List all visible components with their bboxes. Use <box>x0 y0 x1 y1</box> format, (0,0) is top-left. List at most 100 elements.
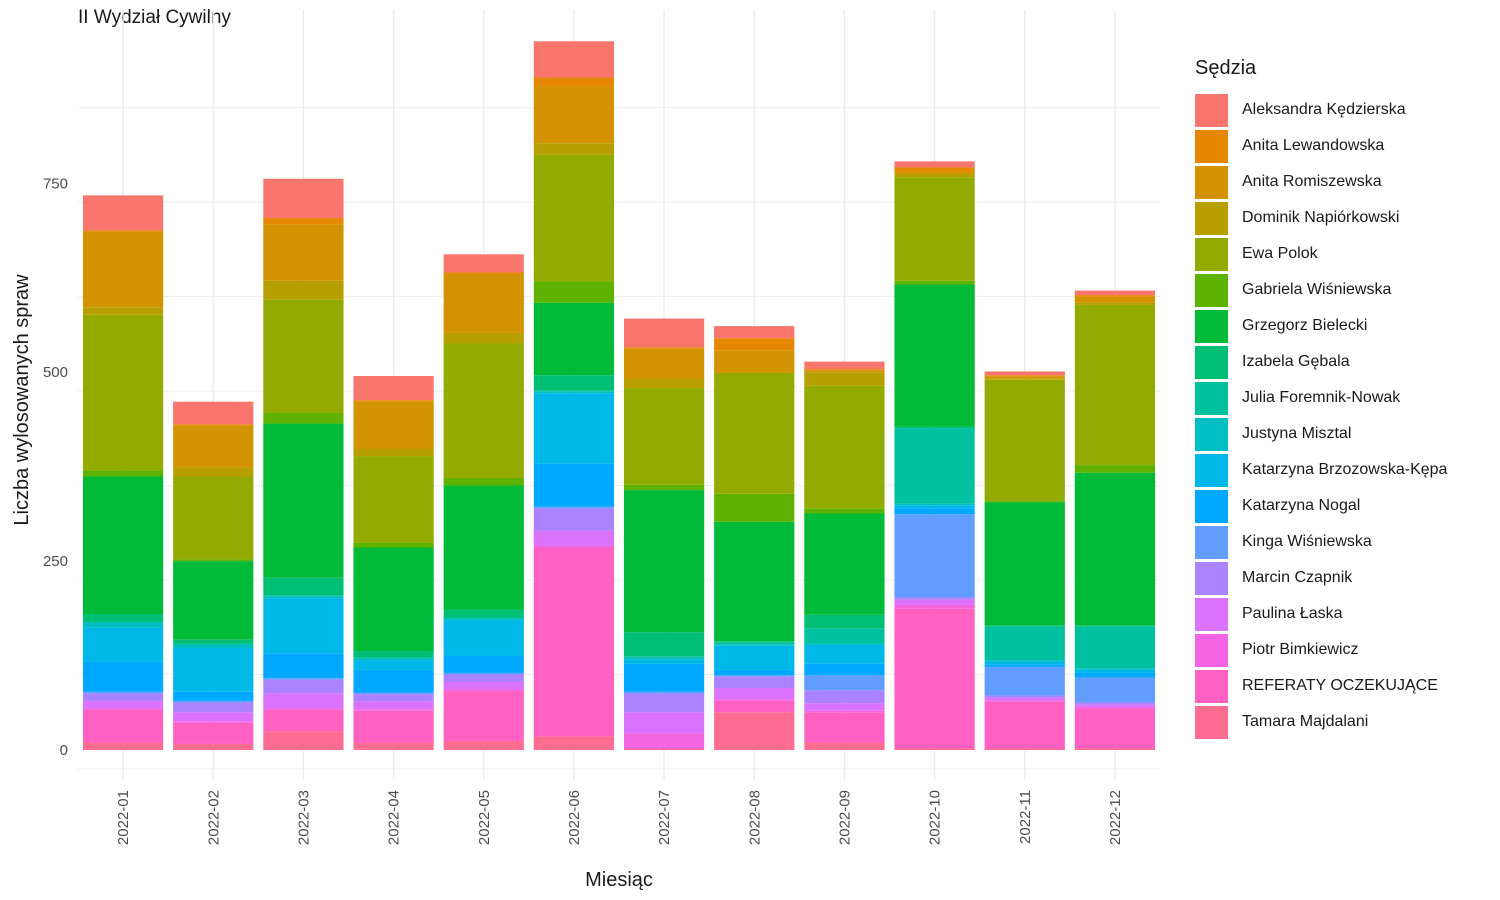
bar-segment <box>353 710 434 743</box>
bar-segment <box>443 691 524 741</box>
legend-item: Izabela Gębala <box>1195 344 1447 380</box>
bar-segment <box>984 700 1065 702</box>
legend-item: Gabriela Wiśniewska <box>1195 272 1447 308</box>
bar-segment <box>894 428 975 504</box>
bar-segment <box>82 470 164 477</box>
bar-segment <box>984 376 1065 379</box>
bar-segment <box>353 701 434 710</box>
y-axis-title: Liczba wylosowanych spraw <box>11 274 33 526</box>
legend-label: Marcin Czapnik <box>1242 569 1353 586</box>
bar-segment <box>894 280 975 285</box>
bar-segment <box>173 700 254 703</box>
bar-segment <box>353 542 434 548</box>
bar-segment <box>894 161 975 168</box>
bar-segment <box>533 86 615 144</box>
bar-segment <box>894 167 975 172</box>
legend-swatch <box>1195 705 1228 739</box>
bar-segment <box>443 689 524 692</box>
bar-segment <box>263 224 344 281</box>
bar-segment <box>533 530 615 546</box>
bar-segment <box>263 596 344 599</box>
bar-segment <box>533 391 615 394</box>
legend-label: Piotr Bimkiewicz <box>1242 641 1359 658</box>
bar-segment <box>714 372 795 494</box>
bar-segment <box>623 657 705 660</box>
bar-segment <box>173 559 254 562</box>
legend-item: Justyna Misztal <box>1195 416 1447 452</box>
bar-segment <box>263 595 344 597</box>
legend-item: Aleksandra Kędzierska <box>1195 92 1447 128</box>
legend-item: Anita Lewandowska <box>1195 128 1447 164</box>
bar-segment <box>263 708 344 710</box>
legend-label: Grzegorz Bielecki <box>1242 317 1368 334</box>
bar-segment <box>82 742 164 750</box>
bar-segment <box>804 690 885 704</box>
bar-segment <box>443 620 524 656</box>
bar-segment <box>173 401 254 425</box>
x-tick-label: 2022-03 <box>295 790 312 845</box>
bar-segment <box>984 371 1065 376</box>
x-tick-label: 2022-09 <box>836 790 853 845</box>
bar-segment <box>984 375 1065 377</box>
bar-segment <box>353 660 434 670</box>
bar-segment <box>984 664 1065 667</box>
bar-segment <box>533 506 615 509</box>
bar-segment <box>623 712 705 734</box>
bar-segment <box>623 347 705 349</box>
bar-segment <box>173 643 254 645</box>
bar-segment <box>353 401 434 449</box>
legend-label: Tamara Majdalani <box>1242 713 1369 730</box>
legend-swatch <box>1195 669 1228 703</box>
bar-segment <box>82 627 164 662</box>
bar-segment <box>984 626 1065 661</box>
bar-segment <box>173 476 254 560</box>
bar-segment <box>353 448 434 457</box>
bar-segment <box>353 658 434 661</box>
legend-swatch <box>1195 561 1228 595</box>
bar-segment <box>173 702 254 713</box>
bar-segment <box>82 314 164 471</box>
legend-item: Dominik Napiórkowski <box>1195 200 1447 236</box>
bar-segment <box>623 693 705 713</box>
bar-segment <box>443 674 524 682</box>
bar-segment <box>533 302 615 376</box>
bar-segment <box>714 642 795 645</box>
legend-swatch <box>1195 597 1228 631</box>
legend-item: Marcin Czapnik <box>1195 560 1447 596</box>
legend-item: Grzegorz Bielecki <box>1195 308 1447 344</box>
legend-item: Katarzyna Nogal <box>1195 488 1447 524</box>
bar-segment <box>623 659 705 664</box>
bar-segment <box>1074 472 1156 626</box>
bar-segment <box>623 379 705 389</box>
bar-segment <box>263 413 344 424</box>
bar-segment <box>894 599 975 605</box>
y-tick-label: 0 <box>60 742 68 759</box>
legend-swatch <box>1195 345 1228 379</box>
bar-segment <box>623 318 705 348</box>
legend-label: Dominik Napiórkowski <box>1242 209 1400 226</box>
bar-segment <box>894 508 975 515</box>
bar-segment <box>173 425 254 468</box>
bar-segment <box>353 547 434 652</box>
bar-segment <box>984 379 1065 501</box>
bar-segment <box>443 618 524 621</box>
bar-segment <box>804 385 885 509</box>
legend-item: Anita Romiszewska <box>1195 164 1447 200</box>
bar-segment <box>263 299 344 414</box>
bar-segment <box>804 712 885 743</box>
bar-segment <box>894 426 975 429</box>
bar-segment <box>443 332 524 344</box>
bar-segment <box>623 388 705 485</box>
bar-segment <box>804 513 885 615</box>
bar-segment <box>533 154 615 282</box>
bar-segment <box>533 547 615 737</box>
bar-segment <box>443 273 524 333</box>
legend-item: Piotr Bimkiewicz <box>1195 632 1447 668</box>
bar-segment <box>353 709 434 711</box>
legend-title: Sędzia <box>1195 57 1257 79</box>
x-tick-label: 2022-07 <box>656 790 673 845</box>
bar-segment <box>623 656 705 658</box>
legend-swatch <box>1195 129 1228 163</box>
bar-segment <box>804 703 885 711</box>
legend-swatch <box>1195 93 1228 127</box>
